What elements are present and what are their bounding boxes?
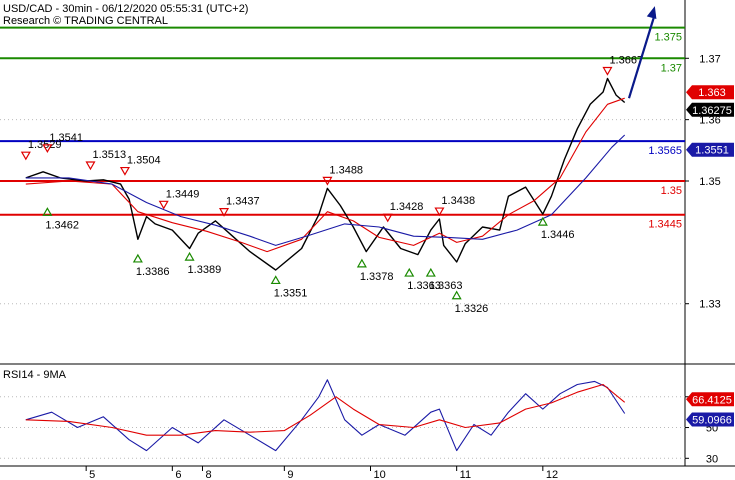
x-tick-label: 6 bbox=[175, 469, 181, 480]
swing-high-label: 1.3449 bbox=[166, 188, 200, 200]
swing-high-label: 1.3438 bbox=[441, 195, 475, 207]
price-tick-label: 1.35 bbox=[699, 176, 720, 188]
rsi-label: RSI14 - 9MA bbox=[3, 369, 67, 381]
x-tick-label: 9 bbox=[287, 469, 293, 480]
price-tag bbox=[686, 142, 734, 157]
price-tag-label: 1.3551 bbox=[695, 145, 729, 157]
price-panel: 1.37 1.36 1.35 1.33 1.375 1.37 1.3565 1.35 1.344… bbox=[0, 0, 735, 466]
support-marker-icon bbox=[42, 207, 53, 216]
swing-low-label: 1.3386 bbox=[136, 266, 170, 278]
price-tag bbox=[686, 85, 734, 100]
level-label: 1.37 bbox=[661, 62, 682, 74]
x-tick-label: 10 bbox=[374, 469, 386, 480]
chart-title: USD/CAD - 30min - 06/12/2020 05:55:31 (U… bbox=[3, 3, 248, 15]
swing-low-label: 1.3462 bbox=[45, 219, 79, 231]
support-marker-icon bbox=[425, 267, 436, 277]
rsi-tag bbox=[686, 392, 734, 407]
level-label: 1.3565 bbox=[648, 145, 682, 157]
swing-low-label: 1.3351 bbox=[274, 287, 308, 299]
support-marker-icon bbox=[451, 290, 462, 300]
rsi-tag-label: 66.4125 bbox=[692, 394, 732, 406]
swing-high-label: 1.3488 bbox=[329, 164, 363, 176]
support-marker-icon bbox=[537, 216, 548, 226]
swing-high-label: 1.3504 bbox=[127, 155, 161, 167]
x-tick-label: 5 bbox=[89, 469, 95, 480]
resistance-marker-icon bbox=[382, 213, 393, 223]
swing-high-label: 1.3667 bbox=[609, 55, 643, 67]
swing-low-label: 1.3326 bbox=[455, 303, 489, 315]
resistance-marker-icon bbox=[158, 200, 169, 210]
swing-high-label: 1.3428 bbox=[390, 201, 424, 213]
resistance-marker-icon bbox=[434, 207, 445, 217]
resistance-marker-icon bbox=[119, 166, 130, 176]
support-marker-icon bbox=[356, 258, 367, 268]
x-tick-label: 12 bbox=[546, 469, 558, 480]
rsi-ma-line bbox=[25, 383, 626, 436]
rsi-tag bbox=[686, 412, 734, 427]
level-label: 1.35 bbox=[661, 185, 682, 197]
resistance-marker-icon bbox=[42, 144, 53, 154]
swing-high-label: 1.3437 bbox=[226, 196, 260, 208]
rsi-line bbox=[25, 379, 626, 452]
x-tick-label: 11 bbox=[460, 469, 471, 480]
resistance-marker-icon bbox=[85, 161, 96, 171]
support-marker-icon bbox=[404, 267, 415, 277]
ma-slow-line bbox=[25, 134, 626, 246]
swing-low-label: 1.3363 bbox=[407, 280, 441, 292]
price-tag-label: 1.36275 bbox=[692, 105, 732, 117]
resistance-marker-icon bbox=[602, 66, 613, 76]
support-marker-icon bbox=[184, 251, 195, 261]
support-marker-icon bbox=[132, 253, 143, 263]
forecast-arrow-line bbox=[627, 13, 656, 99]
x-tick-label: 8 bbox=[205, 469, 211, 480]
price-tick-label: 1.33 bbox=[699, 299, 720, 311]
swing-high-label: 1.3513 bbox=[92, 149, 126, 161]
resistance-marker-icon bbox=[20, 151, 31, 161]
x-axis: 5 6 8 9 10 11 12 bbox=[0, 465, 735, 480]
level-label: 1.3445 bbox=[648, 219, 682, 231]
price-tick-label: 1.37 bbox=[699, 53, 720, 65]
swing-high-label: 1.3541 bbox=[49, 132, 83, 144]
rsi-tick-label: 30 bbox=[706, 453, 718, 465]
price-line bbox=[25, 77, 626, 271]
ma-fast-line bbox=[25, 97, 625, 253]
swing-low-label: 1.3446 bbox=[541, 229, 575, 241]
swing-low-label: 1.3378 bbox=[360, 271, 394, 283]
resistance-marker-icon bbox=[322, 176, 333, 186]
price-tag-label: 1.363 bbox=[698, 87, 726, 99]
resistance-marker-icon bbox=[218, 208, 230, 217]
swing-low-label: 1.3363 bbox=[429, 280, 463, 292]
level-label: 1.375 bbox=[654, 32, 682, 44]
price-tick-label: 1.36 bbox=[699, 115, 720, 127]
chart-subtitle: Research © TRADING CENTRAL bbox=[3, 15, 168, 27]
swing-low-label: 1.3389 bbox=[188, 264, 222, 276]
forecast-arrow-head-icon bbox=[646, 6, 657, 20]
rsi-tag-label: 59.0966 bbox=[692, 415, 732, 427]
price-tag bbox=[686, 102, 734, 117]
support-marker-icon bbox=[270, 275, 281, 285]
